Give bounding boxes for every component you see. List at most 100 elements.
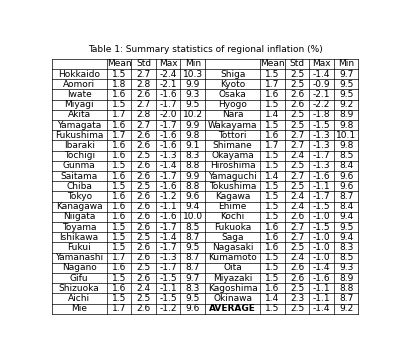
Text: Okayama: Okayama (211, 151, 254, 160)
Text: 1.7: 1.7 (112, 304, 126, 313)
Text: 9.1: 9.1 (186, 141, 200, 150)
Text: Saitama: Saitama (60, 172, 98, 181)
Text: -1.7: -1.7 (313, 192, 330, 201)
Text: Ibaraki: Ibaraki (64, 141, 95, 150)
Text: 1.5: 1.5 (265, 121, 280, 130)
Text: Table 1: Summary statistics of regional inflation (%): Table 1: Summary statistics of regional … (88, 45, 322, 55)
Text: 1.7: 1.7 (112, 253, 126, 262)
Text: Miyagi: Miyagi (64, 100, 94, 109)
Text: Ehime: Ehime (218, 202, 247, 211)
Text: -2.1: -2.1 (313, 90, 330, 99)
Text: -1.0: -1.0 (313, 243, 330, 252)
Text: 1.5: 1.5 (112, 161, 126, 170)
Text: -1.1: -1.1 (159, 202, 177, 211)
Text: 9.5: 9.5 (339, 90, 353, 99)
Text: 9.5: 9.5 (186, 100, 200, 109)
Text: Kumamoto: Kumamoto (208, 253, 257, 262)
Text: 9.9: 9.9 (186, 121, 200, 130)
Text: 1.7: 1.7 (112, 110, 126, 119)
Text: 2.5: 2.5 (136, 263, 151, 272)
Text: Akita: Akita (68, 110, 91, 119)
Text: 2.6: 2.6 (136, 131, 151, 140)
Text: Tokyo: Tokyo (67, 192, 92, 201)
Text: -1.6: -1.6 (159, 182, 177, 191)
Text: 2.6: 2.6 (290, 100, 304, 109)
Text: Miyazaki: Miyazaki (213, 274, 252, 282)
Text: -1.5: -1.5 (159, 274, 177, 282)
Text: Tottori: Tottori (218, 131, 247, 140)
Text: 8.7: 8.7 (186, 263, 200, 272)
Text: 1.5: 1.5 (112, 294, 126, 303)
Text: 2.5: 2.5 (290, 243, 304, 252)
Text: Fukui: Fukui (67, 243, 91, 252)
Text: 1.6: 1.6 (265, 131, 280, 140)
Text: -1.5: -1.5 (313, 223, 330, 232)
Text: -1.1: -1.1 (313, 284, 330, 293)
Text: -1.3: -1.3 (159, 151, 177, 160)
Text: Kyoto: Kyoto (220, 80, 245, 89)
Text: -2.2: -2.2 (313, 100, 330, 109)
Text: Shiga: Shiga (220, 70, 245, 79)
Text: Nagasaki: Nagasaki (212, 243, 253, 252)
Text: 9.4: 9.4 (339, 212, 353, 221)
Text: Kagoshima: Kagoshima (208, 284, 258, 293)
Text: 2.5: 2.5 (290, 182, 304, 191)
Text: 8.9: 8.9 (339, 110, 353, 119)
Text: 1.6: 1.6 (112, 121, 126, 130)
Text: 2.5: 2.5 (290, 161, 304, 170)
Text: Toyama: Toyama (62, 223, 96, 232)
Text: -1.4: -1.4 (313, 304, 330, 313)
Text: 2.6: 2.6 (136, 172, 151, 181)
Text: -1.3: -1.3 (313, 141, 330, 150)
Text: 8.7: 8.7 (339, 294, 353, 303)
Text: -1.7: -1.7 (159, 243, 177, 252)
Text: 1.4: 1.4 (265, 294, 280, 303)
Text: 2.7: 2.7 (290, 131, 304, 140)
Text: -1.3: -1.3 (313, 161, 330, 170)
Text: -2.4: -2.4 (160, 70, 177, 79)
Text: Std: Std (136, 59, 151, 68)
Text: 9.5: 9.5 (339, 80, 353, 89)
Text: 9.8: 9.8 (339, 141, 353, 150)
Text: 2.7: 2.7 (136, 100, 151, 109)
Text: 2.6: 2.6 (136, 161, 151, 170)
Text: 1.6: 1.6 (112, 212, 126, 221)
Text: Hiroshima: Hiroshima (210, 161, 256, 170)
Text: -1.6: -1.6 (159, 212, 177, 221)
Text: -2.1: -2.1 (160, 80, 177, 89)
Text: 1.5: 1.5 (265, 253, 280, 262)
Text: 1.5: 1.5 (112, 243, 126, 252)
Text: 2.5: 2.5 (290, 304, 304, 313)
Text: -1.1: -1.1 (159, 284, 177, 293)
Text: 1.6: 1.6 (112, 284, 126, 293)
Text: 1.5: 1.5 (112, 274, 126, 282)
Text: 2.6: 2.6 (136, 304, 151, 313)
Text: Yamaguchi: Yamaguchi (208, 172, 257, 181)
Text: Saga: Saga (221, 233, 244, 242)
Text: 2.5: 2.5 (290, 121, 304, 130)
Text: -1.3: -1.3 (313, 131, 330, 140)
Text: Std: Std (290, 59, 305, 68)
Text: 1.5: 1.5 (112, 233, 126, 242)
Text: -1.6: -1.6 (313, 274, 330, 282)
Text: Kanagawa: Kanagawa (56, 202, 102, 211)
Text: 9.9: 9.9 (186, 172, 200, 181)
Text: 9.7: 9.7 (339, 70, 353, 79)
Text: 9.5: 9.5 (186, 294, 200, 303)
Text: Tokushima: Tokushima (209, 182, 256, 191)
Text: 1.6: 1.6 (265, 233, 280, 242)
Text: 2.7: 2.7 (136, 70, 151, 79)
Text: 9.6: 9.6 (339, 182, 353, 191)
Text: 1.5: 1.5 (265, 274, 280, 282)
Text: 1.5: 1.5 (265, 202, 280, 211)
Text: -1.0: -1.0 (313, 212, 330, 221)
Text: 2.5: 2.5 (136, 151, 151, 160)
Text: -1.1: -1.1 (313, 294, 330, 303)
Text: -1.5: -1.5 (159, 294, 177, 303)
Text: -1.2: -1.2 (160, 304, 177, 313)
Text: 1.4: 1.4 (265, 110, 280, 119)
Text: 1.5: 1.5 (265, 182, 280, 191)
Text: Yamagata: Yamagata (57, 121, 101, 130)
Text: 8.3: 8.3 (186, 284, 200, 293)
Text: Max: Max (159, 59, 178, 68)
